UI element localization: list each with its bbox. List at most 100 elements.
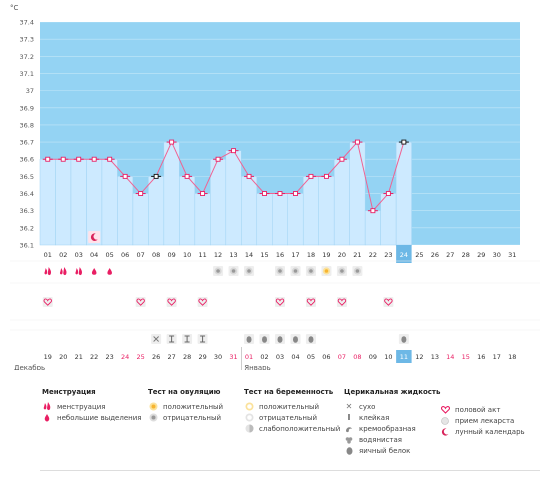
legend-item: I клейкая xyxy=(344,412,434,423)
temperature-point xyxy=(339,156,345,162)
legend-label: прием лекарста xyxy=(455,416,515,425)
temperature-point xyxy=(45,156,51,162)
temperature-point xyxy=(153,173,159,179)
cycle-day-label: 29 xyxy=(477,251,485,259)
temperature-bar xyxy=(380,193,397,246)
cycle-day-label: 12 xyxy=(214,251,222,259)
cycle-day-label: 22 xyxy=(369,251,377,259)
intercourse-cell xyxy=(275,297,285,307)
sticky-icon xyxy=(169,335,175,343)
y-tick-label: 36.4 xyxy=(20,190,34,198)
sticky-icon xyxy=(200,335,206,343)
date-label: 18 xyxy=(508,353,516,361)
date-label: 10 xyxy=(384,353,392,361)
legend-title: Менструация xyxy=(42,388,96,396)
legend-title: Тест на беременность xyxy=(244,388,334,396)
temperature-bar xyxy=(349,141,366,246)
temperature-point xyxy=(184,173,190,179)
y-tick-label: 37 xyxy=(26,87,34,95)
temperature-bar xyxy=(163,141,180,246)
temperature-bar xyxy=(117,176,134,246)
y-tick-label: 36.2 xyxy=(20,224,34,232)
cycle-day-label: 16 xyxy=(276,251,284,259)
ovulation-negative-core xyxy=(309,269,313,273)
sticky-icon xyxy=(184,335,190,343)
cycle-day-label: 15 xyxy=(260,251,268,259)
date-label: 16 xyxy=(477,353,485,361)
drop-heavy-icon xyxy=(59,267,67,276)
temperature-point xyxy=(138,191,144,196)
date-label: 19 xyxy=(44,353,52,361)
y-axis-label: °C xyxy=(10,4,19,12)
ovulation-negative-core xyxy=(278,269,282,273)
drop-heavy-icon xyxy=(42,402,52,412)
temperature-point xyxy=(200,191,206,196)
date-label: 14 xyxy=(446,353,454,361)
cycle-day-label: 31 xyxy=(508,251,516,259)
cycle-day-label: 13 xyxy=(229,251,237,259)
temperature-point xyxy=(385,191,391,196)
ovulation-negative-core xyxy=(216,269,220,273)
legend-item: менструация xyxy=(42,401,137,412)
legend: Менструация менструация небольшие выделе… xyxy=(0,388,550,478)
temperature-point xyxy=(60,156,66,162)
temperature-bar xyxy=(287,193,304,246)
date-label: 30 xyxy=(214,353,222,361)
cycle-day-label: 23 xyxy=(384,251,392,259)
cycle-day-label: 28 xyxy=(462,251,470,259)
heart-icon xyxy=(384,298,393,306)
temperature-point xyxy=(169,139,175,145)
y-tick-label: 36.8 xyxy=(20,121,34,129)
cycle-day-label: 18 xyxy=(307,251,315,259)
ovulation-negative-core xyxy=(247,269,251,273)
pregnancy-positive-icon xyxy=(244,402,254,412)
y-tick-label: 37.2 xyxy=(20,53,34,61)
date-label: 12 xyxy=(415,353,423,361)
cycle-day-label: 01 xyxy=(44,251,52,259)
temperature-point xyxy=(370,208,376,214)
temperature-bar xyxy=(333,158,350,246)
cycle-day-label: 17 xyxy=(291,251,299,259)
cycle-day-label: 26 xyxy=(431,251,439,259)
temperature-bar xyxy=(225,150,242,246)
legend-item: положительный xyxy=(244,401,339,412)
legend-item: кремообразная xyxy=(344,423,434,434)
date-label: 20 xyxy=(59,353,67,361)
intercourse-cell xyxy=(197,297,208,307)
heart-icon xyxy=(440,405,450,415)
cycle-day-label: 02 xyxy=(59,251,67,259)
temperature-point xyxy=(122,173,128,179)
eggwhite-icon xyxy=(277,336,283,343)
legend-label: отрицательный xyxy=(163,413,222,422)
temperature-bar xyxy=(179,176,196,246)
legend-group-cervical: Церикальная жидкость ✕ сухо I клейкая кр… xyxy=(344,388,441,456)
legend-label: слабоположительный xyxy=(259,424,341,433)
legend-item: лунный календарь xyxy=(440,426,545,437)
legend-item: половой акт xyxy=(440,404,545,415)
temperature-bar xyxy=(302,176,319,246)
legend-label: водянистая xyxy=(359,435,403,444)
temperature-point xyxy=(215,156,221,162)
heart-icon xyxy=(198,298,207,306)
heart-icon xyxy=(43,298,52,306)
date-label: 21 xyxy=(75,353,83,361)
temperature-point xyxy=(324,173,329,179)
cycle-day-label: 08 xyxy=(152,251,160,259)
bbt-chart: 36.1 36.2 36.3 36.4 36.5 36.6 36.7 36.8 36.9 37 37… xyxy=(10,4,540,370)
legend-label: клейкая xyxy=(359,413,390,422)
cycle-day-label: 25 xyxy=(415,251,423,259)
ovulation-negative-icon xyxy=(148,413,158,423)
drop-heavy-icon xyxy=(44,267,52,276)
legend-title: Церикальная жидкость xyxy=(344,388,441,396)
drop-light-icon xyxy=(42,413,52,423)
temperature-bar xyxy=(272,193,288,246)
cycle-day-label: 09 xyxy=(167,251,175,259)
temperature-point xyxy=(354,139,360,145)
date-label: 25 xyxy=(137,353,145,361)
cycle-day-label: 19 xyxy=(322,251,330,259)
legend-item: небольшие выделения xyxy=(42,412,142,423)
heart-icon xyxy=(275,298,285,306)
temperature-bar xyxy=(132,193,149,246)
date-label: 08 xyxy=(353,353,361,361)
temperature-bar xyxy=(364,210,381,246)
